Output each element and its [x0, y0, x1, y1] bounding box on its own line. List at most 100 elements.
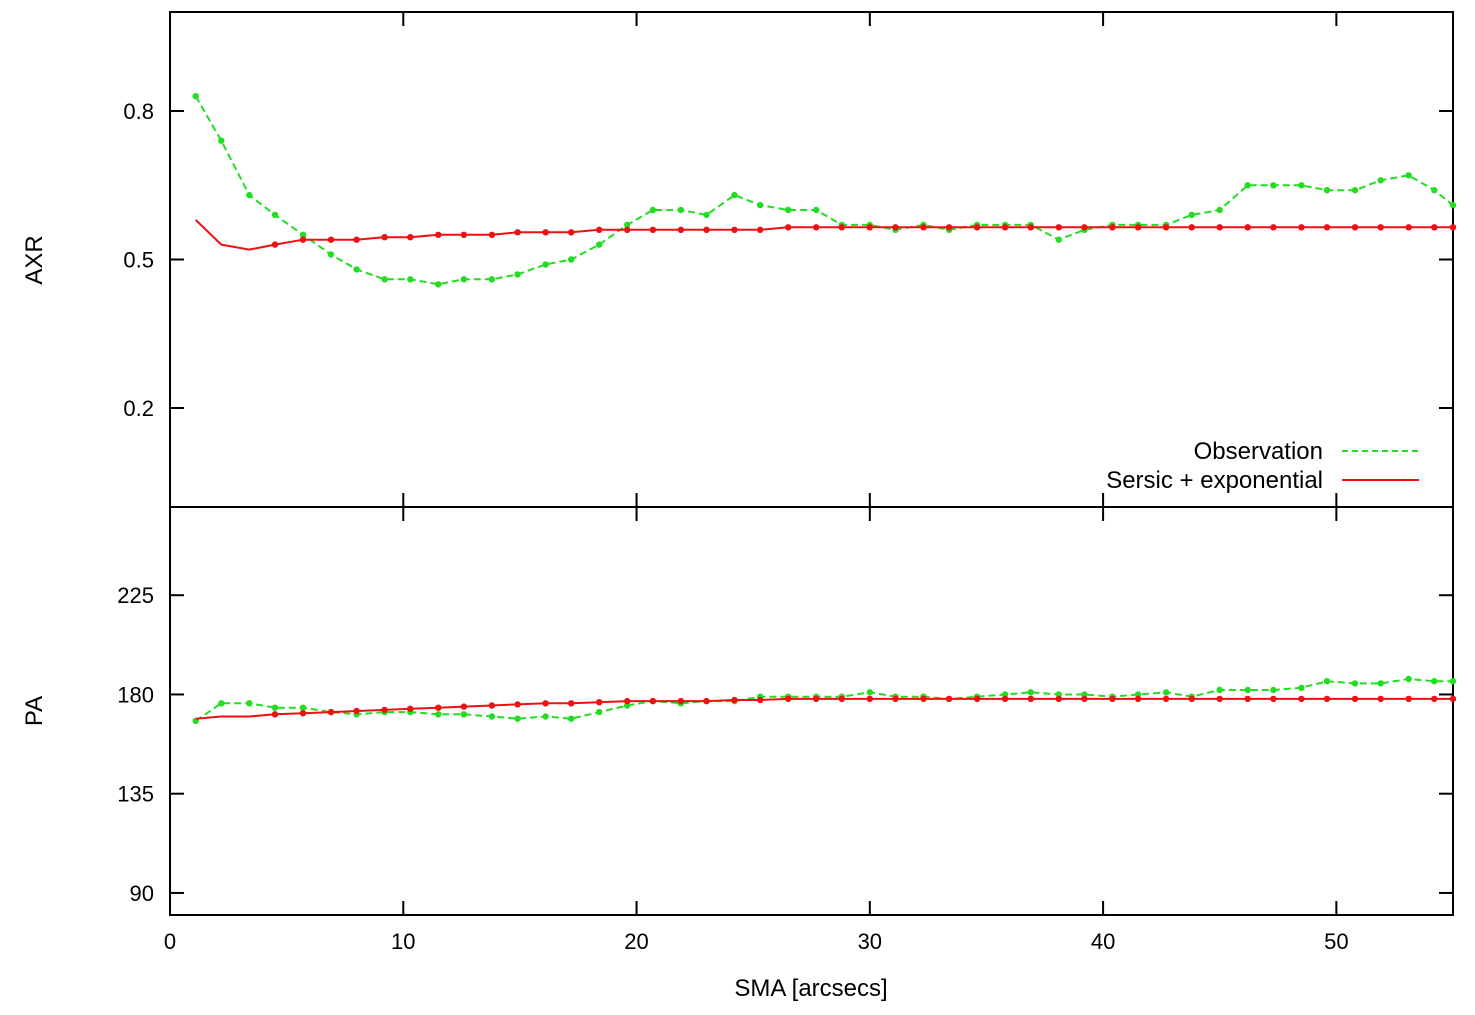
- bottom-model-point: [1134, 695, 1142, 703]
- top-model-point: [1027, 224, 1035, 231]
- bottom-model-point: [649, 697, 657, 705]
- bottom-model-point: [542, 700, 549, 707]
- top-observation-point: [1270, 182, 1277, 189]
- top-model-point: [1377, 224, 1384, 231]
- top-model-point: [353, 236, 360, 243]
- top-model-point: [271, 241, 279, 248]
- bottom-model-point: [813, 695, 820, 703]
- x-tick-label: 50: [1324, 929, 1348, 954]
- legend-label-model: Sersic + exponential: [1106, 467, 1323, 494]
- top-model-point: [1134, 224, 1142, 231]
- top-observation-point: [514, 271, 521, 278]
- top-model-point: [866, 224, 873, 231]
- bottom-model-point: [1431, 695, 1438, 703]
- x-tick-label: 40: [1091, 929, 1115, 954]
- top-model-point: [299, 236, 307, 243]
- top-observation-point: [1431, 187, 1438, 194]
- bottom-model-point: [1298, 695, 1305, 703]
- bottom-model-point: [1244, 695, 1251, 703]
- bottom-panel-ticks: 90 135 180 225 0 10 20 30 40 50: [117, 507, 1453, 954]
- top-observation-point: [407, 276, 414, 283]
- top-model-point: [1001, 224, 1009, 231]
- top-model-point: [435, 231, 442, 238]
- bottom-model-point: [1377, 695, 1384, 703]
- bottom-observation-point: [1081, 691, 1088, 698]
- bottom-model-point: [1027, 695, 1035, 703]
- bottom-model-line: [195, 697, 1453, 720]
- top-model-point: [1449, 224, 1457, 231]
- top-observation-point: [1216, 206, 1223, 214]
- top-model-point: [1431, 224, 1438, 231]
- top-model-point: [677, 226, 685, 233]
- legend-label-observation: Observation: [1194, 438, 1323, 465]
- top-model-point: [1081, 224, 1088, 231]
- bottom-model-point: [1081, 695, 1088, 703]
- bottom-panel-series: [192, 675, 1457, 725]
- top-observation-line: [194, 95, 1454, 286]
- bottom-observation-point: [1244, 686, 1251, 694]
- top-panel-ticks: 0.2 0.5 0.8: [123, 12, 1453, 507]
- bottom-model-point: [381, 706, 388, 714]
- top-observation-point: [1055, 236, 1063, 243]
- bottom-observation-point: [1323, 678, 1331, 685]
- bottom-model-point: [624, 697, 631, 705]
- bottom-observation-point: [1351, 680, 1359, 687]
- top-y-axis-title: AXR: [21, 235, 48, 284]
- x-axis-title: SMA [arcsecs]: [734, 975, 887, 1002]
- bottom-model-point: [1162, 695, 1170, 703]
- top-observation-point: [299, 231, 307, 238]
- bottom-model-point: [892, 695, 899, 703]
- top-model-point: [460, 231, 468, 238]
- top-observation-point: [649, 206, 657, 214]
- top-model-point: [973, 224, 981, 231]
- bottom-observation-point: [1216, 686, 1223, 694]
- bottom-observation-point: [866, 689, 873, 696]
- bottom-model-point: [488, 702, 496, 709]
- bottom-model-point: [514, 701, 521, 708]
- bottom-observation-point: [596, 708, 603, 716]
- top-model-point: [407, 234, 414, 241]
- bottom-observation-point: [1405, 675, 1412, 683]
- top-observation-point: [731, 191, 738, 199]
- top-model-point: [596, 226, 603, 233]
- bottom-model-point: [945, 695, 953, 703]
- x-tick-label: 10: [391, 929, 415, 954]
- top-model-point: [1405, 224, 1412, 231]
- top-model-point: [1162, 224, 1170, 231]
- top-model-point: [568, 229, 575, 236]
- bottom-model-point: [353, 707, 360, 715]
- top-model-point: [1216, 224, 1223, 231]
- bottom-observation-point: [1027, 689, 1035, 696]
- bottom-model-point: [1405, 695, 1412, 703]
- top-observation-point: [1351, 187, 1359, 194]
- top-model-point: [731, 226, 738, 233]
- bottom-observation-point: [271, 704, 279, 711]
- bottom-model-point: [460, 703, 468, 710]
- top-panel-frame: [169, 11, 1454, 508]
- bottom-observation-point: [514, 715, 521, 722]
- top-panel-series: [192, 93, 1457, 288]
- x-tick-label: 30: [858, 929, 882, 954]
- bottom-model-point: [568, 700, 575, 707]
- bottom-model-point: [327, 708, 335, 716]
- top-observation-point: [757, 201, 764, 209]
- bottom-model-point: [1351, 695, 1359, 703]
- top-model-point: [1109, 224, 1116, 231]
- bottom-y-axis-title: PA: [21, 696, 48, 726]
- top-observation-point: [327, 251, 335, 258]
- top-observation-point: [813, 206, 820, 214]
- bottom-observation-line: [195, 678, 1453, 722]
- top-observation-point: [1323, 187, 1331, 194]
- top-observation-point: [624, 221, 631, 229]
- top-y-tick-label: 0.2: [123, 396, 154, 421]
- top-model-point: [649, 226, 657, 233]
- top-model-point: [381, 234, 388, 241]
- top-model-point: [757, 226, 764, 233]
- bottom-observation-point: [1055, 691, 1063, 698]
- top-observation-point: [1377, 177, 1384, 184]
- top-observation-point: [677, 206, 685, 214]
- top-observation-point: [568, 256, 575, 263]
- bottom-observation-point: [1270, 686, 1277, 694]
- top-model-point: [542, 229, 549, 236]
